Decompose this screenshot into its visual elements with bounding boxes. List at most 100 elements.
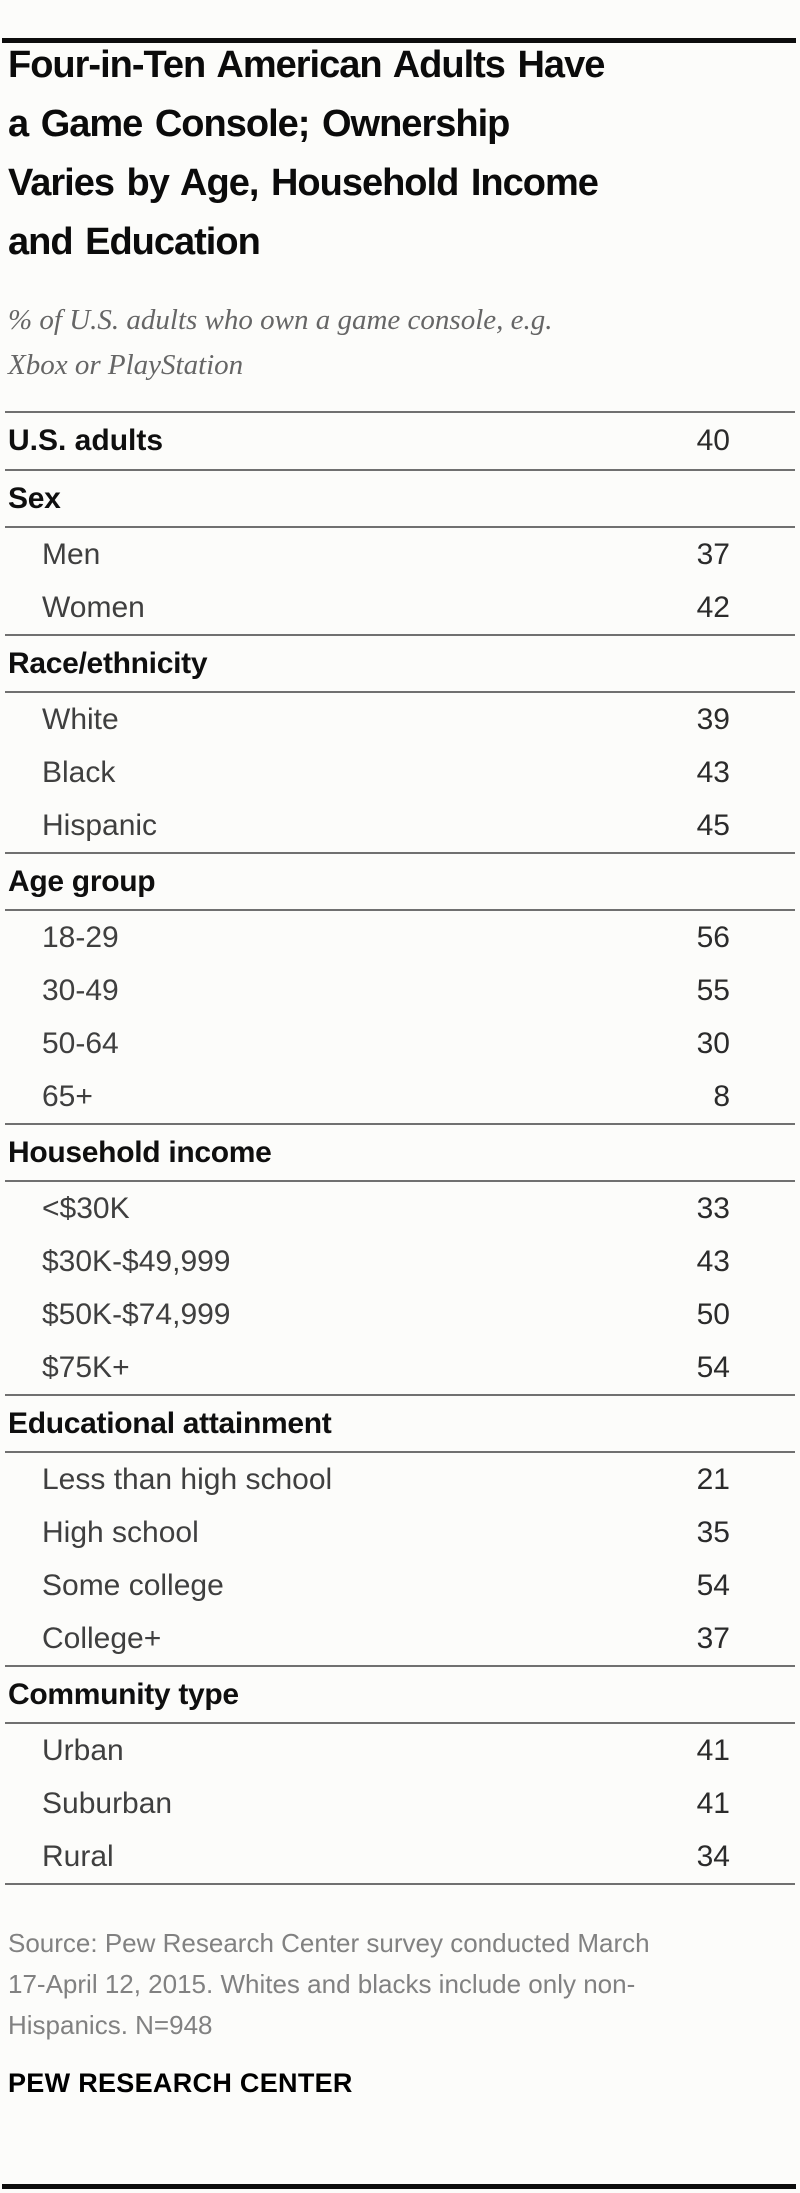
stat-table: U.S. adults 40 Sex Men 37 Women 42 Race/… [0, 411, 800, 1885]
section-rows: Urban 41 Suburban 41 Rural 34 [0, 1724, 800, 1883]
section-header-education: Educational attainment [8, 1406, 332, 1440]
row-value: 8 [713, 1079, 730, 1113]
divider [5, 1394, 795, 1396]
row-value: 42 [696, 590, 730, 624]
chart-title-line: Four-in-Ten American Adults Have [8, 44, 605, 86]
section-header-income: Household income [8, 1135, 272, 1169]
section-header-age: Age group [8, 864, 156, 898]
row-value: 56 [696, 920, 730, 954]
row-value: 54 [696, 1350, 730, 1384]
row-value: 54 [696, 1568, 730, 1602]
source-note: Source: Pew Research Center survey condu… [8, 1923, 788, 2046]
row-value: 33 [696, 1191, 730, 1225]
row-value: 40 [696, 424, 730, 457]
row-value: 37 [696, 537, 730, 571]
row-value: 35 [696, 1515, 730, 1549]
row-label: Urban [42, 1733, 124, 1767]
table-row: Less than high school 21 [0, 1453, 800, 1506]
divider [5, 526, 795, 528]
divider [5, 852, 795, 854]
table-row: Some college 54 [0, 1559, 800, 1612]
row-label: $50K-$74,999 [42, 1297, 231, 1331]
row-label: Black [42, 755, 116, 789]
table-row: High school 35 [0, 1506, 800, 1559]
divider [5, 1722, 795, 1724]
row-value: 55 [696, 973, 730, 1007]
total-row: U.S. adults 40 [0, 413, 800, 469]
row-label: High school [42, 1515, 199, 1549]
divider [5, 634, 795, 636]
section-rows: 18-29 56 30-49 55 50-64 30 65+ 8 [0, 911, 800, 1123]
row-label: <$30K [42, 1191, 130, 1225]
row-label: Hispanic [42, 808, 158, 842]
table-row: Rural 34 [0, 1830, 800, 1883]
row-label: 18-29 [42, 920, 119, 954]
row-label: U.S. adults [8, 424, 164, 457]
section-header-sex: Sex [8, 481, 61, 515]
chart-subtitle-line: % of U.S. adults who own a game console,… [8, 304, 553, 336]
row-value: 39 [696, 702, 730, 736]
row-label: 65+ [42, 1079, 93, 1113]
table-row: 65+ 8 [0, 1070, 800, 1123]
row-value: 21 [696, 1462, 730, 1496]
section-rows: White 39 Black 43 Hispanic 45 [0, 693, 800, 852]
row-value: 30 [696, 1026, 730, 1060]
table-row: White 39 [0, 693, 800, 746]
row-value: 34 [696, 1839, 730, 1873]
source-note-line: Hispanics. N=948 [8, 2010, 213, 2040]
chart-title: Four-in-Ten American Adults Have a Game … [8, 36, 790, 272]
row-value: 43 [696, 755, 730, 789]
table-row: 18-29 56 [0, 911, 800, 964]
row-value: 50 [696, 1297, 730, 1331]
source-note-line: Source: Pew Research Center survey condu… [8, 1928, 650, 1958]
row-label: College+ [42, 1621, 162, 1655]
top-rule [2, 38, 796, 43]
section-header-community: Community type [8, 1677, 239, 1711]
chart-title-line: Varies by Age, Household Income [8, 162, 599, 204]
source-note-line: 17-April 12, 2015. Whites and blacks inc… [8, 1969, 636, 1999]
table-row: $75K+ 54 [0, 1341, 800, 1394]
table-row: Men 37 [0, 528, 800, 581]
row-label: Women [42, 590, 145, 624]
divider [5, 909, 795, 911]
row-value: 43 [696, 1244, 730, 1278]
divider [5, 691, 795, 693]
row-value: 37 [696, 1621, 730, 1655]
table-row: Black 43 [0, 746, 800, 799]
divider [5, 1883, 795, 1885]
branding: PEW RESEARCH CENTER [8, 2068, 353, 2098]
chart-subtitle-line: Xbox or PlayStation [8, 349, 244, 381]
table-row: $30K-$49,999 43 [0, 1235, 800, 1288]
section-rows: <$30K 33 $30K-$49,999 43 $50K-$74,999 50… [0, 1182, 800, 1394]
table-row: Urban 41 [0, 1724, 800, 1777]
divider [5, 469, 795, 471]
bottom-rule [2, 2184, 796, 2189]
table-row: 50-64 30 [0, 1017, 800, 1070]
row-label: $75K+ [42, 1350, 130, 1384]
row-value: 45 [696, 808, 730, 842]
row-label: White [42, 702, 119, 736]
row-value: 41 [696, 1786, 730, 1820]
chart-title-line: and Education [8, 221, 261, 263]
row-label: 50-64 [42, 1026, 119, 1060]
section-rows: Men 37 Women 42 [0, 528, 800, 634]
chart-subtitle: % of U.S. adults who own a game console,… [8, 298, 790, 388]
section-rows: Less than high school 21 High school 35 … [0, 1453, 800, 1665]
row-label: Rural [42, 1839, 114, 1873]
divider [5, 1123, 795, 1125]
divider [5, 1665, 795, 1667]
row-label: Men [42, 537, 101, 571]
table-row: College+ 37 [0, 1612, 800, 1665]
table-row: Suburban 41 [0, 1777, 800, 1830]
row-value: 41 [696, 1733, 730, 1767]
table-row: 30-49 55 [0, 964, 800, 1017]
divider [5, 1451, 795, 1453]
row-label: Some college [42, 1568, 224, 1602]
chart-title-line: a Game Console; Ownership [8, 103, 510, 145]
row-label: $30K-$49,999 [42, 1244, 231, 1278]
table-row: $50K-$74,999 50 [0, 1288, 800, 1341]
divider [5, 411, 795, 413]
divider [5, 1180, 795, 1182]
table-row: <$30K 33 [0, 1182, 800, 1235]
row-label: Less than high school [42, 1462, 333, 1496]
